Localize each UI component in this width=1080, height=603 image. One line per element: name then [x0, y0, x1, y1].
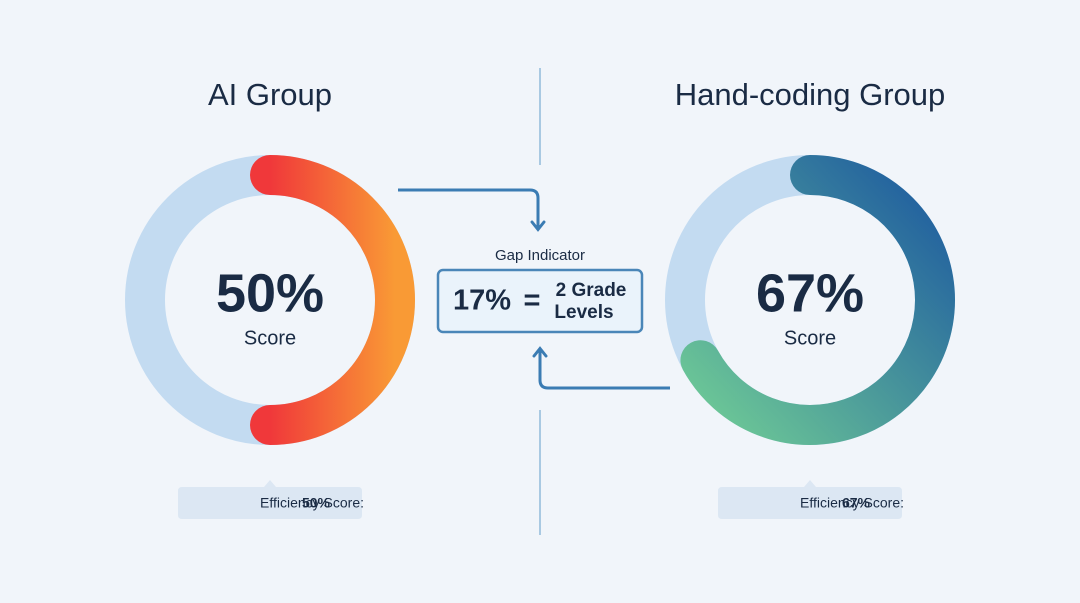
group-title: AI Group	[208, 77, 332, 112]
center-value: 67%	[756, 263, 864, 323]
gap-title: Gap Indicator	[495, 247, 585, 264]
donut-arc	[250, 155, 415, 445]
efficiency-value: 67%	[842, 495, 871, 511]
efficiency-label: Efficiency Score:	[800, 495, 904, 511]
arrow	[532, 346, 670, 390]
center-value: 50%	[216, 263, 324, 323]
arrow	[398, 188, 546, 232]
gap-result: 2 Grade	[556, 280, 627, 301]
center-label: Score	[244, 327, 296, 349]
gap-result: Levels	[554, 302, 613, 323]
efficiency-value: 50%	[302, 495, 331, 511]
gap-value: 17%	[453, 285, 511, 317]
gap-equals: =	[524, 285, 541, 317]
gap-box	[436, 268, 644, 334]
center-label: Score	[784, 327, 836, 349]
donut-arc	[680, 155, 955, 445]
pill	[718, 480, 902, 519]
group-title: Hand-coding Group	[675, 77, 946, 112]
efficiency-label: Efficiency Score:	[260, 495, 364, 511]
pill	[178, 480, 362, 519]
